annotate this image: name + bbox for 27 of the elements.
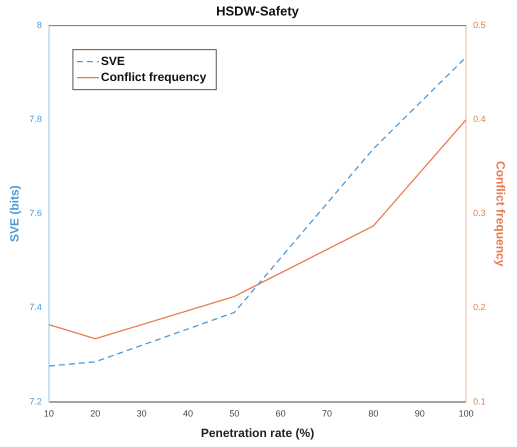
y2-tick-label: 0.1 bbox=[473, 396, 486, 406]
x-tick-label: 90 bbox=[414, 408, 425, 419]
x-tick-label: 70 bbox=[322, 408, 332, 419]
line-series bbox=[48, 56, 466, 367]
y-tick-label: 8 bbox=[36, 20, 42, 30]
chart-title: HSDW-Safety bbox=[216, 3, 300, 18]
x-tick-label: 60 bbox=[276, 408, 286, 419]
legend-label: SVE bbox=[100, 54, 125, 68]
x-tick-label: 40 bbox=[182, 408, 193, 419]
x-tick-label: 100 bbox=[458, 408, 474, 419]
y-tick-label: 7.2 bbox=[29, 396, 42, 406]
y2-axis-title: Conflict frequency bbox=[493, 161, 508, 267]
y2-tick-label: 0.4 bbox=[473, 114, 486, 124]
y-tick-label: 7.8 bbox=[29, 114, 42, 124]
x-axis-title: Penetration rate (%) bbox=[200, 426, 314, 440]
y-tick-label: 7.6 bbox=[29, 208, 42, 218]
legend-label: Conflict frequency bbox=[100, 70, 207, 84]
y-tick-label: 7.4 bbox=[29, 302, 42, 312]
y-axis-title: SVE (bits) bbox=[8, 185, 22, 242]
y2-tick-label: 0.2 bbox=[473, 302, 486, 312]
x-tick-label: 20 bbox=[90, 408, 100, 419]
y2-tick-label: 0.5 bbox=[473, 20, 486, 30]
x-tick-label: 50 bbox=[229, 408, 240, 419]
x-tick-label: 30 bbox=[136, 408, 147, 419]
x-tick-label: 80 bbox=[368, 408, 378, 419]
y2-tick-label: 0.3 bbox=[473, 208, 486, 218]
x-tick-label: 10 bbox=[44, 408, 54, 419]
